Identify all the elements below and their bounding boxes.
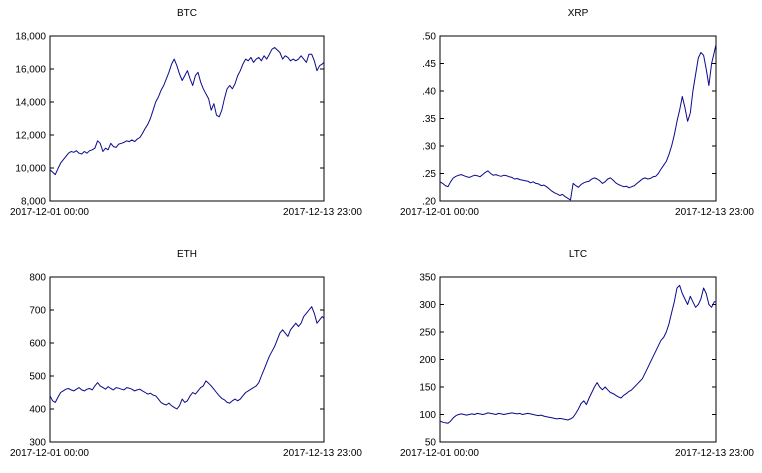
xrp-x-end-label: 2017-12-13 23:00	[675, 207, 754, 218]
btc-series-line	[49, 47, 325, 176]
xrp-series-line	[439, 44, 717, 201]
xrp-y-tick-label: .25	[422, 169, 436, 180]
btc-y-tick-label: 12,000	[15, 131, 46, 142]
ltc-x-end-label: 2017-12-13 23:00	[675, 448, 754, 459]
btc-y-tick-label: 10,000	[15, 164, 46, 175]
xrp-y-tick-label: .20	[422, 197, 436, 208]
ltc-y-tick-label: 50	[425, 438, 437, 449]
xrp-y-tick-label: .35	[422, 114, 436, 125]
xrp-plot-frame	[439, 35, 717, 202]
ltc-y-tick-label: 250	[419, 328, 436, 339]
xrp-chart-title: XRP	[568, 8, 589, 19]
eth-x-start-label: 2017-12-01 00:00	[10, 448, 89, 459]
xrp-x-start-label: 2017-12-01 00:00	[400, 207, 479, 218]
btc-x-start-label: 2017-12-01 00:00	[10, 207, 89, 218]
eth-y-tick-label: 700	[29, 306, 46, 317]
ltc-series-line	[439, 284, 716, 424]
btc-y-tick-label: 18,000	[15, 32, 46, 43]
btc-chart-panel: BTC 8,000 10,000 12,000 14,000 16,000 18,000 20…	[10, 8, 362, 218]
eth-y-tick-label: 400	[29, 405, 46, 416]
eth-plot-frame	[49, 276, 325, 443]
ltc-chart-title: LTC	[569, 249, 587, 260]
xrp-y-tick-label: .45	[422, 59, 436, 70]
xrp-y-tick-label: .30	[422, 142, 436, 153]
ltc-y-tick-label: 350	[419, 273, 436, 284]
btc-plot-frame	[49, 35, 325, 202]
eth-y-tick-label: 300	[29, 438, 46, 449]
ltc-x-start-label: 2017-12-01 00:00	[400, 448, 479, 459]
xrp-chart-panel: XRP .20 .25 .30 .35 .40 .45 .50 2017-12-01 00:00…	[400, 8, 754, 218]
xrp-y-tick-label: .40	[422, 87, 436, 98]
ltc-y-tick-label: 100	[419, 410, 436, 421]
eth-series-line	[49, 306, 325, 410]
btc-y-tick-label: 14,000	[15, 98, 46, 109]
ltc-chart-panel: LTC 50 100 150 200 250 300 350 2017-12-01 00:00 2…	[400, 249, 754, 459]
xrp-y-tick-label: .50	[422, 32, 436, 43]
ltc-y-tick-label: 200	[419, 355, 436, 366]
ltc-y-tick-label: 300	[419, 300, 436, 311]
eth-chart-panel: ETH 300 400 500 600 700 800 2017-12-01 00:00 201…	[10, 249, 362, 459]
btc-y-tick-label: 8,000	[21, 197, 46, 208]
eth-y-tick-label: 800	[29, 273, 46, 284]
eth-chart-title: ETH	[177, 249, 197, 260]
ltc-y-tick-label: 150	[419, 383, 436, 394]
btc-y-tick-label: 16,000	[15, 65, 46, 76]
btc-x-end-label: 2017-12-13 23:00	[283, 207, 362, 218]
eth-x-end-label: 2017-12-13 23:00	[283, 448, 362, 459]
eth-y-tick-label: 500	[29, 372, 46, 383]
btc-chart-title: BTC	[177, 8, 197, 19]
eth-y-tick-label: 600	[29, 339, 46, 350]
